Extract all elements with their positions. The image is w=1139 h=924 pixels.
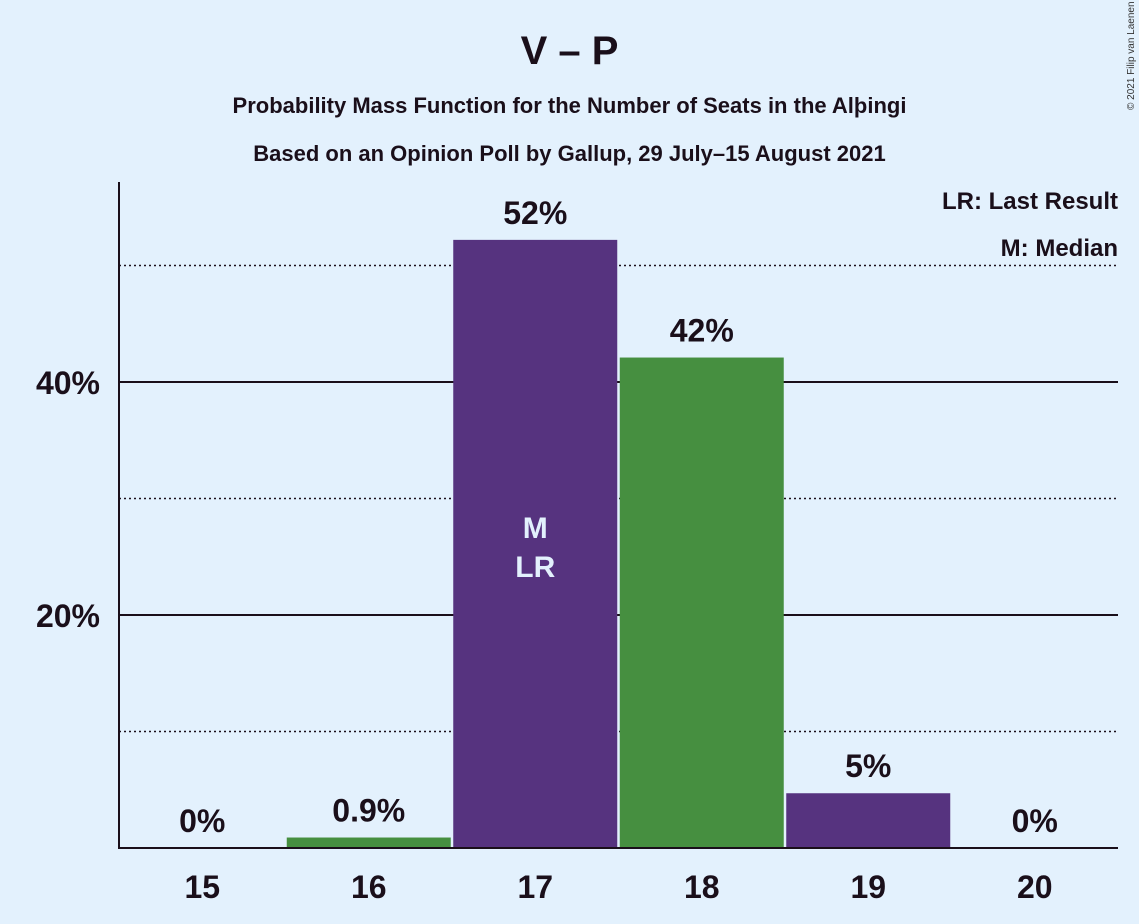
gridlines: [119, 264, 1118, 733]
bar-markers: M LR: [515, 512, 555, 584]
bar-18: [619, 357, 784, 848]
x-tick-label: 18: [684, 869, 720, 905]
x-tick-labels: 15 16 17 18 19 20: [184, 869, 1052, 905]
chart-subtitle-2: Based on an Opinion Poll by Gallup, 29 J…: [253, 141, 885, 166]
x-tick-label: 16: [351, 869, 387, 905]
last-result-marker: LR: [515, 551, 555, 584]
chart-title: V – P: [521, 29, 619, 73]
y-tick-labels: 20% 40%: [36, 365, 100, 634]
data-label-17: 52%: [503, 195, 567, 231]
legend-last-result: LR: Last Result: [942, 188, 1118, 215]
copyright: © 2021 Filip van Laenen: [1126, 1, 1137, 110]
x-tick-label: 19: [850, 869, 886, 905]
x-tick-label: 17: [517, 869, 553, 905]
y-tick-label: 20%: [36, 598, 100, 634]
data-labels: 0% 0.9% 52% 42% 5% 0%: [179, 195, 1058, 839]
bar-17: [453, 239, 618, 848]
bar-19: [786, 793, 951, 848]
data-label-16: 0.9%: [332, 793, 405, 829]
bars: [286, 239, 951, 848]
data-label-19: 5%: [845, 748, 891, 784]
data-label-20: 0%: [1012, 803, 1058, 839]
bar-16: [286, 837, 451, 848]
data-label-15: 0%: [179, 803, 225, 839]
data-label-18: 42%: [670, 313, 734, 349]
chart-subtitle: Probability Mass Function for the Number…: [233, 93, 907, 118]
median-marker: M: [523, 512, 548, 545]
x-tick-label: 20: [1017, 869, 1053, 905]
y-tick-label: 40%: [36, 365, 100, 401]
legend-median: M: Median: [1001, 235, 1118, 262]
x-tick-label: 15: [184, 869, 220, 905]
